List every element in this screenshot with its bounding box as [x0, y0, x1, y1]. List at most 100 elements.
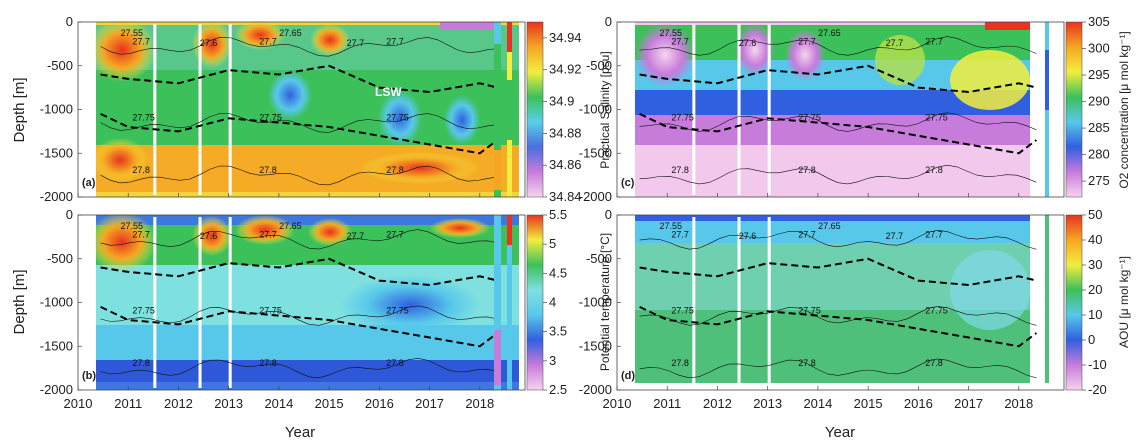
- panel-c-lsw-bounds: [639, 64, 1037, 155]
- isopycnal-label: 27.75: [671, 306, 694, 316]
- isopycnal-label: 27.8: [386, 165, 404, 175]
- isopycnal-label: 27.7: [132, 37, 150, 47]
- isopycnal-label: 27.7: [386, 37, 404, 47]
- colorbar-b-label: Potential temperature [°C]: [598, 233, 612, 371]
- colorbar-tick-label: 300: [1088, 41, 1110, 56]
- ytick-label: -500: [47, 58, 73, 73]
- ytick-label: -1500: [40, 338, 73, 353]
- isopycnal-line: [639, 306, 1037, 326]
- colorbar-tick-label: -20: [1088, 382, 1107, 397]
- colorbar-d-label: AOU [μ mol kg⁻¹]: [1117, 256, 1131, 348]
- no-data-region: [618, 216, 635, 389]
- panel-c-gaps: [618, 23, 771, 196]
- panel-b-side-strip-2-top: [507, 215, 512, 245]
- isopycnal-label: 27.75: [925, 113, 948, 123]
- data-gap: [198, 217, 202, 388]
- panel-b-cold-blob-1: [340, 275, 480, 335]
- colorbar-tick-label: 4.5: [549, 265, 567, 280]
- panel-c-yellow-1: [950, 50, 1030, 110]
- colorbar-tick-label: 295: [1088, 67, 1110, 82]
- isopycnal-line: [639, 229, 1037, 250]
- xtick-label: 2010: [603, 396, 632, 411]
- panel-b-warm-blob-1: [88, 212, 156, 272]
- xtick-label: 2016: [904, 396, 933, 411]
- isopycnal-label: 27.75: [259, 113, 282, 123]
- colorbar-tick-label: 290: [1088, 94, 1110, 109]
- panel-a-side-strip-1-top: [494, 22, 501, 44]
- isopycnal-label: 27.8: [671, 358, 689, 368]
- panel-b-gaps: [79, 216, 232, 389]
- xtick-label: 2010: [64, 396, 93, 411]
- colorbar-tick-label: 34.86: [549, 157, 582, 172]
- panel-d-light-blob-1: [950, 250, 1030, 330]
- ytick-label: -2000: [40, 382, 73, 397]
- ytick-label: -1000: [579, 102, 612, 117]
- panel-d-label: (d): [621, 370, 635, 382]
- colorbar-tick-label: 34.92: [549, 62, 582, 77]
- panel-b-lsw-bounds: [100, 257, 498, 348]
- isopycnal-label: 27.8: [925, 165, 943, 175]
- isopycnal-label: 27.6: [200, 231, 218, 241]
- isopycnal-label: 27.8: [259, 165, 277, 175]
- isopycnal-line: [639, 358, 1037, 379]
- isopycnal-label: 27.7: [671, 37, 689, 47]
- isopycnal-label: 27.65: [279, 221, 302, 231]
- panel-a-lsw-label: LSW: [375, 85, 402, 99]
- panel-b-warm-blob-2: [192, 216, 232, 256]
- isopycnal-label: 27.75: [671, 113, 694, 123]
- isopycnal-label: 27.7: [886, 231, 904, 241]
- ytick-label: 0: [66, 14, 73, 29]
- colorbar-tick-label: 34.94: [549, 30, 582, 45]
- ytick-label: -500: [47, 251, 73, 266]
- panel-c-label: (c): [621, 177, 635, 189]
- xtick-label: 2013: [214, 396, 243, 411]
- panel-a-label: (a): [82, 177, 96, 189]
- isopycnal-label: 27.75: [386, 113, 409, 123]
- isopycnal-label: 27.8: [259, 358, 277, 368]
- colorbar-tick-label: -10: [1088, 357, 1107, 372]
- colorbar-tick-label: 20: [1088, 282, 1102, 297]
- ytick-label: -500: [586, 58, 612, 73]
- panel-b-warm-blob-5: [430, 218, 490, 238]
- isopycnal-label: 27.7: [925, 37, 943, 47]
- panel-b-isopycnals: 27.7 27.7 27.7 27.75 27.75 27.75 27.8 27.8 27.8 2…: [100, 221, 498, 379]
- panel-a-side-strip-2-top: [507, 22, 512, 52]
- panel-a-warm-blob-4: [310, 24, 350, 56]
- ytick-label: -1000: [40, 295, 73, 310]
- data-gap: [737, 217, 741, 388]
- panel-a: 27.7 27.7 27.7 27.75 27.75 27.75 27.8 27.8 27.8 2…: [77, 18, 526, 198]
- panel-c-pink-upper-3: [785, 29, 825, 81]
- isopycnal-label: 27.55: [120, 221, 143, 231]
- panel-b-label: (b): [82, 370, 96, 382]
- isopycnal-label: 27.8: [925, 358, 943, 368]
- isopycnal-label: 27.7: [347, 231, 365, 241]
- isopycnal-label: 27.65: [818, 28, 841, 38]
- data-gap: [228, 217, 232, 388]
- colorbar-c: 305 300 295 290 285 280 275 O2 concentration […: [1065, 14, 1131, 198]
- ytick-label: -1000: [579, 295, 612, 310]
- lsw-bound-lower: [100, 112, 498, 155]
- colorbar-c-bar: [1065, 21, 1083, 198]
- xtick-label: 2018: [465, 396, 494, 411]
- panel-a-lsw-bounds: [100, 64, 498, 155]
- isopycnal-label: 27.7: [798, 37, 816, 47]
- xtick-label: 2017: [954, 396, 983, 411]
- isopycnal-label: 27.7: [347, 38, 365, 48]
- ytick-label: -2000: [579, 382, 612, 397]
- isopycnal-label: 27.75: [925, 306, 948, 316]
- panel-a-side-strip-1-bottom: [494, 150, 501, 190]
- panel-b-field-bottom: [96, 360, 519, 382]
- xtick-label: 2012: [703, 396, 732, 411]
- lsw-bound-lower: [639, 112, 1037, 155]
- panel-a-warm-blob-5: [92, 138, 148, 182]
- isopycnal-label: 27.7: [132, 230, 150, 240]
- xtick-label: 2011: [114, 396, 142, 411]
- panel-c-surface-red: [985, 22, 1030, 30]
- panel-c-pink-upper-1: [635, 23, 695, 87]
- xtick-label: 2015: [315, 396, 344, 411]
- data-gap: [767, 217, 771, 388]
- ytick-label: -500: [586, 251, 612, 266]
- colorbar-tick-label: 3: [549, 353, 556, 368]
- panel-d-side-strip: [1045, 215, 1049, 383]
